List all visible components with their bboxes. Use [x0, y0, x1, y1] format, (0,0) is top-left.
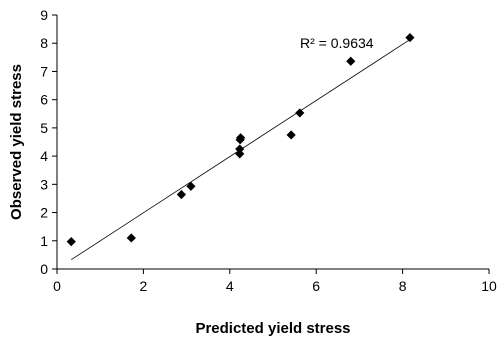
data-point — [346, 56, 356, 66]
y-tick-label: 7 — [40, 63, 48, 79]
y-tick-label: 1 — [40, 233, 48, 249]
data-point — [405, 32, 415, 43]
y-tick-label: 2 — [40, 205, 48, 221]
data-point — [235, 149, 245, 159]
x-tick-label: 8 — [399, 278, 407, 294]
data-point — [236, 133, 246, 143]
data-point — [235, 144, 245, 154]
y-tick-label: 0 — [40, 261, 48, 277]
x-axis-title: Predicted yield stress — [195, 320, 350, 337]
data-point — [286, 130, 296, 140]
data-point — [66, 237, 76, 247]
data-point — [295, 108, 305, 118]
y-axis-title: Observed yield stress — [8, 64, 25, 220]
data-point — [176, 189, 187, 200]
y-tick-label: 8 — [40, 35, 48, 51]
y-tick-label: 5 — [40, 120, 48, 136]
x-tick-label: 2 — [140, 278, 148, 294]
r-squared-annotation: R² = 0.9634 — [300, 35, 374, 51]
plot-area: 0 2 4 6 8 10 0 1 2 3 4 5 6 7 8 9 — [40, 7, 497, 294]
y-tick-label: 3 — [40, 176, 48, 192]
y-tick-label: 6 — [40, 92, 48, 108]
y-tick-label: 4 — [40, 148, 48, 164]
x-tick-label: 10 — [481, 278, 497, 294]
data-point — [186, 181, 196, 191]
data-point — [126, 233, 136, 243]
x-tick-label: 6 — [312, 278, 320, 294]
x-tick-label: 4 — [226, 278, 234, 294]
x-tick-label: 0 — [53, 278, 61, 294]
y-tick-label: 9 — [40, 7, 48, 23]
